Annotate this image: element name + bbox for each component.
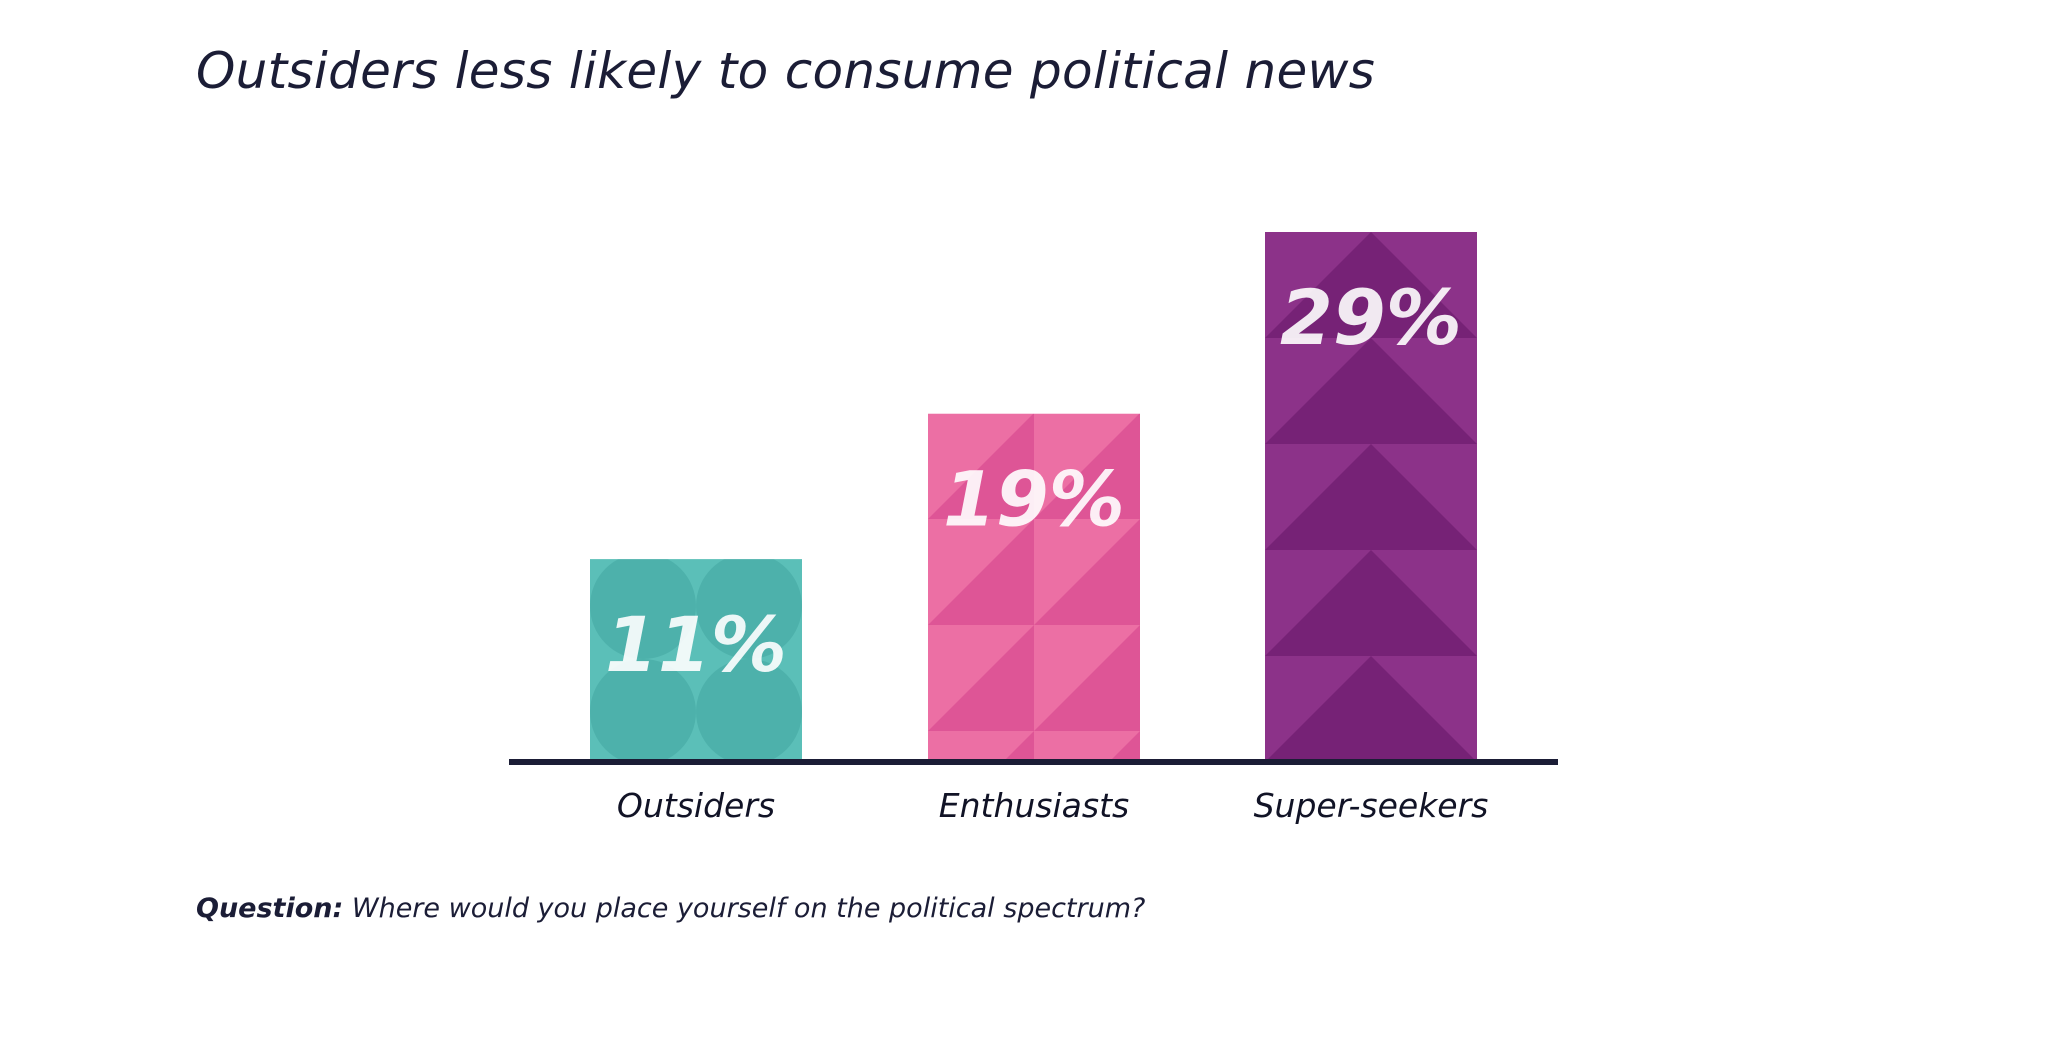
category-labels-layer: Outsiders Enthusiasts Super-seekers (617, 786, 1488, 825)
bar-value-outsiders: 11% (605, 600, 787, 689)
category-label-super-seekers: Super-seekers (1254, 786, 1489, 825)
question-note: Question: Where would you place yourself… (196, 893, 1145, 924)
bar-chart: 11% 19% 29% Outsiders Enthusiasts Super-seek… (509, 232, 1558, 825)
question-text: Where would you place yourself on the po… (351, 893, 1146, 924)
chart-title: Outsiders less likely to consume politic… (196, 42, 1376, 100)
bar-enthusiasts (928, 413, 1140, 759)
bar-super-seekers (1265, 232, 1477, 759)
bar-outsiders (590, 559, 802, 759)
category-label-enthusiasts: Enthusiasts (939, 786, 1129, 825)
question-label: Question: (196, 893, 344, 924)
category-label-outsiders: Outsiders (617, 786, 775, 825)
bar-value-enthusiasts: 19% (943, 455, 1125, 544)
bar-value-super-seekers: 29% (1280, 273, 1462, 362)
bars-layer (590, 232, 1477, 759)
value-labels-layer: 11% 19% 29% (605, 273, 1462, 689)
